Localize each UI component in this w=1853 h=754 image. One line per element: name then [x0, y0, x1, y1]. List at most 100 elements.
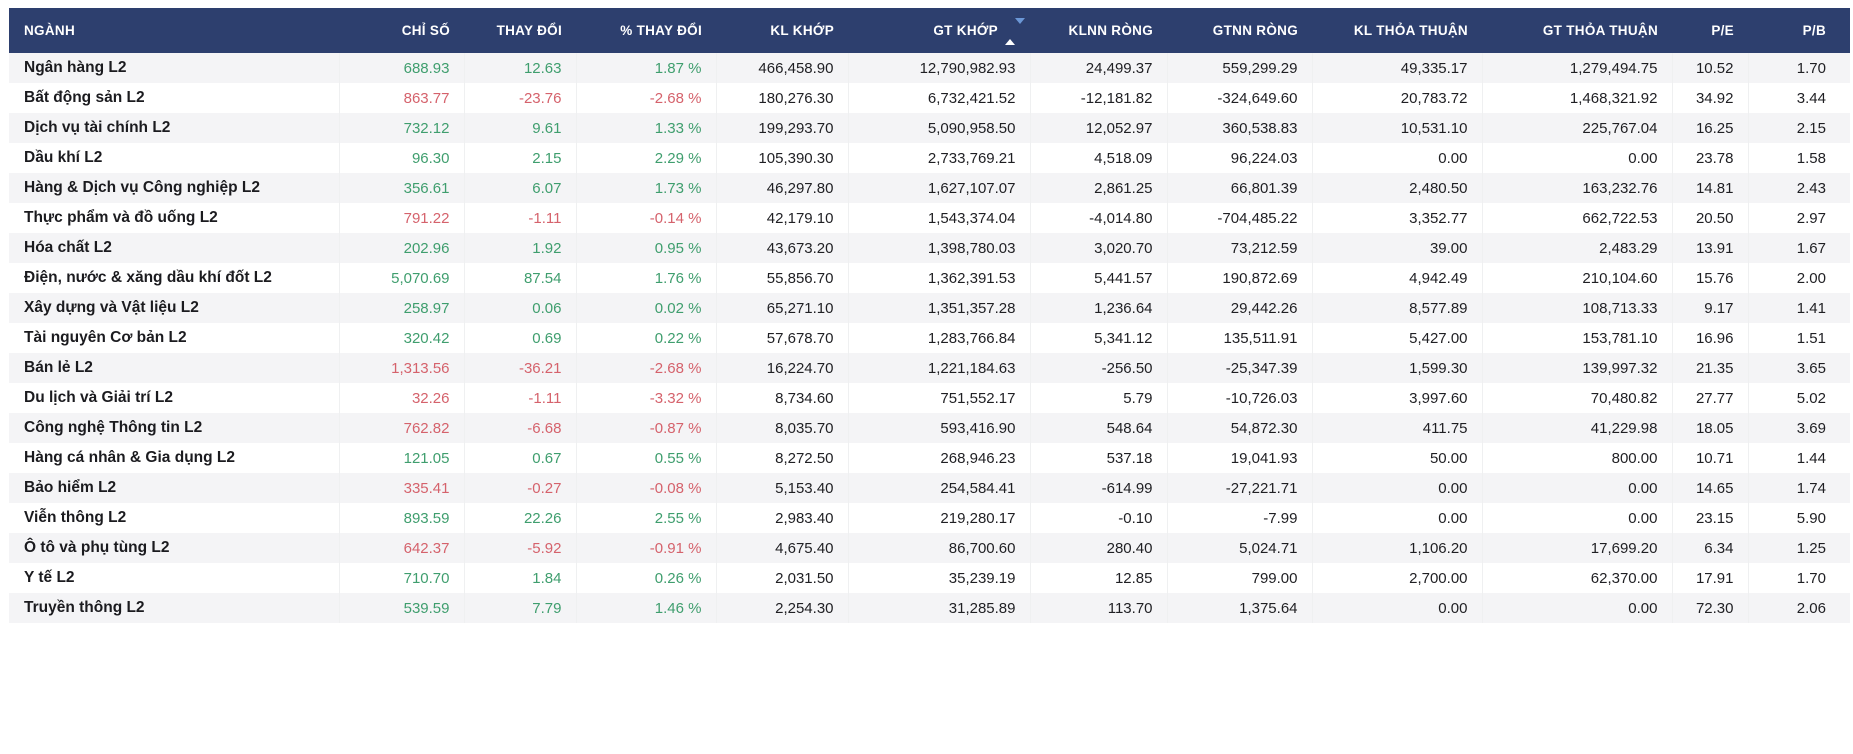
cell-kl_thoa_thuan: 5,427.00 — [1311, 323, 1482, 353]
sector-name: Xây dựng và Vật liệu L2 — [24, 299, 199, 316]
cell-thay_doi: 0.67 — [463, 443, 576, 473]
cell-kl_thoa_thuan: 2,700.00 — [1311, 563, 1482, 593]
column-header-kl_thoa_thuan[interactable]: KL THỎA THUẬN — [1312, 8, 1482, 53]
table-row[interactable]: Y tế L2 710.70 1.84 0.26 % 2,031.50 35,239.19… — [9, 563, 1850, 593]
table-row[interactable]: Hóa chất L2 202.96 1.92 0.95 % 43,673.20 1,39… — [9, 233, 1850, 263]
column-header-gt_thoa_thuan[interactable]: GT THỎA THUẬN — [1482, 8, 1672, 53]
cell-klnn_rong: 1,236.64 — [1029, 293, 1167, 323]
cell-gt_khop: 1,351,357.28 — [847, 293, 1030, 323]
table-row[interactable]: Xây dựng và Vật liệu L2 258.97 0.06 0.02 % 6… — [9, 293, 1850, 323]
cell-gt_thoa_thuan: 662,722.53 — [1481, 203, 1672, 233]
sector-name: Hàng & Dịch vụ Công nghiệp L2 — [24, 179, 260, 196]
sector-name: Điện, nước & xăng dầu khí đốt L2 — [24, 269, 272, 286]
table-row[interactable]: Bảo hiểm L2 335.41 -0.27 -0.08 % 5,153.40 254… — [9, 473, 1850, 503]
cell-chi_so: 335.41 — [338, 473, 464, 503]
cell-chi_so: 893.59 — [338, 503, 464, 533]
table-row[interactable]: Hàng & Dịch vụ Công nghiệp L2 356.61 6.07 1… — [9, 173, 1850, 203]
cell-gt_khop: 1,283,766.84 — [847, 323, 1030, 353]
cell-gtnn_rong: 5,024.71 — [1166, 533, 1312, 563]
cell-kl_thoa_thuan: 49,335.17 — [1311, 53, 1482, 83]
cell-pct_thay_doi: -0.08 % — [575, 473, 716, 503]
cell-pb: 1.25 — [1747, 533, 1850, 563]
cell-gt_khop: 268,946.23 — [847, 443, 1030, 473]
sector-name: Bảo hiểm L2 — [24, 479, 117, 496]
column-header-klnn_rong[interactable]: KLNN RÒNG — [1030, 8, 1167, 53]
table-row[interactable]: Dầu khí L2 96.30 2.15 2.29 % 105,390.30 2,733… — [9, 143, 1850, 173]
cell-pe: 10.52 — [1671, 53, 1748, 83]
cell-pb: 1.70 — [1747, 563, 1850, 593]
column-header-gtnn_rong[interactable]: GTNN RÒNG — [1167, 8, 1312, 53]
cell-gtnn_rong: 1,375.64 — [1166, 593, 1312, 623]
cell-thay_doi: 2.15 — [463, 143, 576, 173]
sector-name: Dịch vụ tài chính L2 — [24, 119, 171, 136]
cell-chi_so: 762.82 — [338, 413, 464, 443]
column-header-kl_khop[interactable]: KL KHỚP — [716, 8, 848, 53]
sector-name: Y tế L2 — [24, 569, 75, 586]
cell-pb: 2.06 — [1747, 593, 1850, 623]
cell-pb: 1.67 — [1747, 233, 1850, 263]
cell-klnn_rong: -4,014.80 — [1029, 203, 1167, 233]
column-header-thay_doi[interactable]: THAY ĐỔI — [464, 8, 576, 53]
table-row[interactable]: Bất động sản L2 863.77 -23.76 -2.68 % 180,27… — [9, 83, 1850, 113]
cell-gtnn_rong: 360,538.83 — [1166, 113, 1312, 143]
cell-kl_thoa_thuan: 1,599.30 — [1311, 353, 1482, 383]
cell-gt_thoa_thuan: 139,997.32 — [1481, 353, 1672, 383]
cell-pb: 1.58 — [1747, 143, 1850, 173]
column-header-pct_thay_doi[interactable]: % THAY ĐỔI — [576, 8, 716, 53]
cell-thay_doi: -36.21 — [463, 353, 576, 383]
table-row[interactable]: Ngân hàng L2 688.93 12.63 1.87 % 466,458.90 1… — [9, 53, 1850, 83]
cell-kl_khop: 2,254.30 — [715, 593, 848, 623]
column-header-gt_khop[interactable]: GT KHỚP — [848, 8, 1030, 53]
table-row[interactable]: Điện, nước & xăng dầu khí đốt L2 5,070.69… — [9, 263, 1850, 293]
column-header-nganh[interactable]: NGÀNH — [9, 8, 339, 53]
cell-kl_khop: 42,179.10 — [715, 203, 848, 233]
cell-pct_thay_doi: 0.02 % — [575, 293, 716, 323]
cell-pb: 2.43 — [1747, 173, 1850, 203]
table-row[interactable]: Dịch vụ tài chính L2 732.12 9.61 1.33 % 199,… — [9, 113, 1850, 143]
cell-klnn_rong: -614.99 — [1029, 473, 1167, 503]
cell-gt_khop: 593,416.90 — [847, 413, 1030, 443]
cell-kl_khop: 2,031.50 — [715, 563, 848, 593]
table-row[interactable]: Hàng cá nhân & Gia dụng L2 121.05 0.67 0.55… — [9, 443, 1850, 473]
table-row[interactable]: Du lịch và Giải trí L2 32.26 -1.11 -3.32 % 8… — [9, 383, 1850, 413]
cell-pb: 2.15 — [1747, 113, 1850, 143]
column-header-label: THAY ĐỔI — [496, 23, 562, 38]
table-row[interactable]: Truyền thông L2 539.59 7.79 1.46 % 2,254.30 3… — [9, 593, 1850, 623]
cell-kl_khop: 199,293.70 — [715, 113, 848, 143]
cell-thay_doi: 12.63 — [463, 53, 576, 83]
column-header-label: KL THỎA THUẬN — [1353, 23, 1468, 38]
cell-pb: 1.41 — [1747, 293, 1850, 323]
cell-pb: 1.74 — [1747, 473, 1850, 503]
cell-chi_so: 320.42 — [338, 323, 464, 353]
cell-kl_thoa_thuan: 0.00 — [1311, 503, 1482, 533]
cell-thay_doi: -5.92 — [463, 533, 576, 563]
cell-pct_thay_doi: 1.76 % — [575, 263, 716, 293]
cell-pe: 10.71 — [1671, 443, 1748, 473]
cell-pct_thay_doi: -0.91 % — [575, 533, 716, 563]
cell-thay_doi: 1.84 — [463, 563, 576, 593]
table-row[interactable]: Bán lẻ L2 1,313.56 -36.21 -2.68 % 16,224.70 1… — [9, 353, 1850, 383]
table-row[interactable]: Thực phẩm và đồ uống L2 791.22 -1.11 -0.14 … — [9, 203, 1850, 233]
cell-kl_thoa_thuan: 50.00 — [1311, 443, 1482, 473]
table-row[interactable]: Viễn thông L2 893.59 22.26 2.55 % 2,983.40 21… — [9, 503, 1850, 533]
cell-thay_doi: -23.76 — [463, 83, 576, 113]
cell-pe: 13.91 — [1671, 233, 1748, 263]
cell-thay_doi: 6.07 — [463, 173, 576, 203]
cell-thay_doi: 22.26 — [463, 503, 576, 533]
cell-pb: 3.65 — [1747, 353, 1850, 383]
cell-chi_so: 539.59 — [338, 593, 464, 623]
table-row[interactable]: Ô tô và phụ tùng L2 642.37 -5.92 -0.91 % 4,6… — [9, 533, 1850, 563]
cell-kl_thoa_thuan: 0.00 — [1311, 143, 1482, 173]
column-header-pe[interactable]: P/E — [1672, 8, 1748, 53]
cell-klnn_rong: 113.70 — [1029, 593, 1167, 623]
cell-gt_khop: 31,285.89 — [847, 593, 1030, 623]
cell-gt_thoa_thuan: 17,699.20 — [1481, 533, 1672, 563]
column-header-pb[interactable]: P/B — [1748, 8, 1850, 53]
cell-kl_thoa_thuan: 39.00 — [1311, 233, 1482, 263]
table-row[interactable]: Tài nguyên Cơ bản L2 320.42 0.69 0.22 % 57,6… — [9, 323, 1850, 353]
table-row[interactable]: Công nghệ Thông tin L2 762.82 -6.68 -0.87 %… — [9, 413, 1850, 443]
cell-pct_thay_doi: 0.55 % — [575, 443, 716, 473]
cell-gt_khop: 6,732,421.52 — [847, 83, 1030, 113]
column-header-chi_so[interactable]: CHỈ SỐ — [339, 8, 464, 53]
cell-kl_khop: 180,276.30 — [715, 83, 848, 113]
